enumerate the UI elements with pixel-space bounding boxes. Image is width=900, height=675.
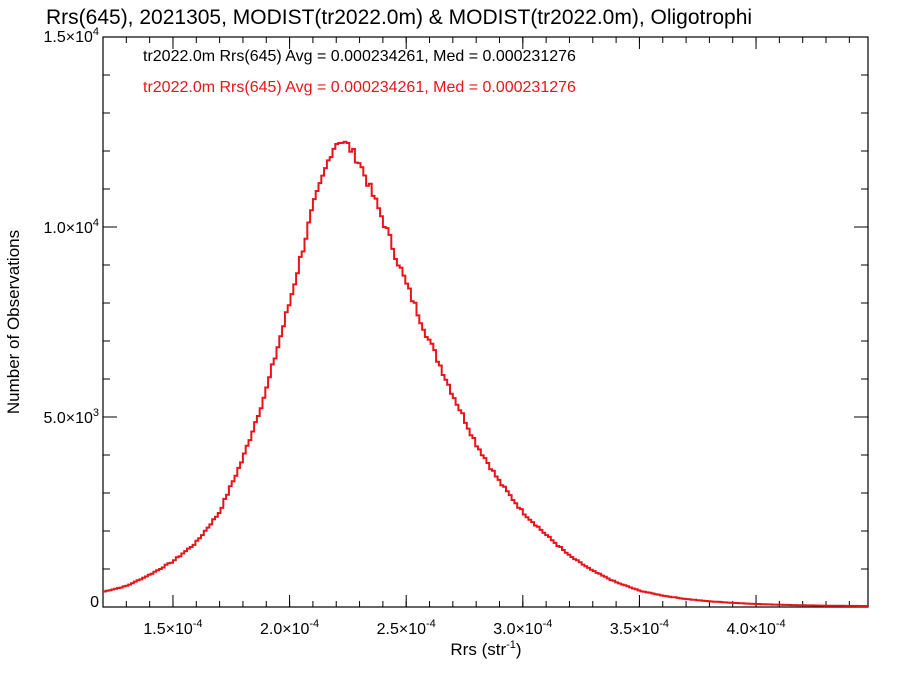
histogram-series — [103, 140, 868, 607]
x-tick-label-1: 2.0×10-4 — [260, 618, 319, 638]
y-tick-label-1: 5.0×103 — [43, 407, 99, 427]
annotation-red: tr2022.0m Rrs(645) Avg = 0.000234261, Me… — [143, 79, 576, 96]
x-tick-labels: 1.5×10-4 2.0×10-4 2.5×10-4 3.0×10-4 3.5×10-4… — [143, 618, 785, 638]
x-tick-label-4: 3.5×10-4 — [610, 618, 669, 638]
y-tick-label-0: 0 — [90, 594, 99, 611]
annotation-black: tr2022.0m Rrs(645) Avg = 0.000234261, Me… — [143, 48, 576, 65]
y-axis-label: Number of Observations — [4, 230, 23, 414]
x-tick-label-0: 1.5×10-4 — [143, 618, 202, 638]
tick-marks — [103, 36, 868, 608]
x-tick-label-2: 2.5×10-4 — [377, 618, 436, 638]
y-tick-label-2: 1.0×104 — [43, 217, 99, 237]
x-tick-label-3: 3.0×10-4 — [493, 618, 552, 638]
plot-frame — [102, 36, 869, 608]
x-axis-label: Rrs (str-1) — [450, 639, 521, 659]
chart-title: Rrs(645), 2021305, MODIST(tr2022.0m) & M… — [46, 6, 752, 29]
y-tick-labels: 0 5.0×103 1.0×104 1.5×104 — [43, 26, 99, 611]
y-tick-label-3: 1.5×104 — [43, 26, 99, 46]
x-tick-label-5: 4.0×10-4 — [726, 618, 785, 638]
